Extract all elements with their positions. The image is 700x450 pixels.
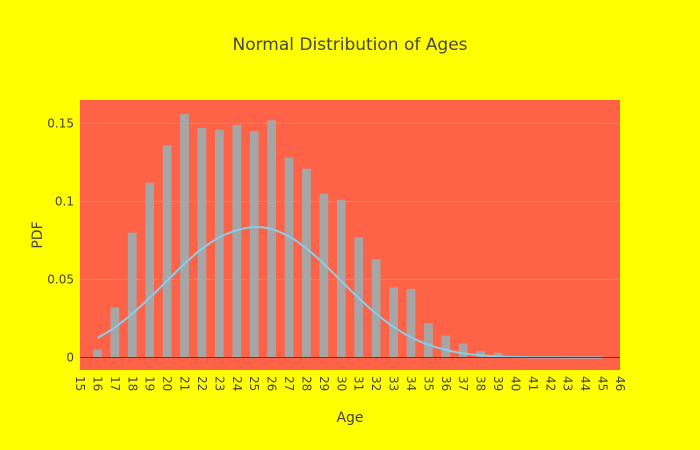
x-tick-label: 36: [439, 376, 453, 391]
x-tick-label: 28: [299, 376, 313, 391]
x-tick-label: 45: [596, 376, 610, 391]
x-tick-label: 32: [369, 376, 383, 391]
x-tick-label: 33: [387, 376, 401, 391]
x-tick-label: 17: [108, 376, 122, 391]
bar: [302, 168, 311, 358]
x-tick-label: 22: [195, 376, 209, 391]
bar: [249, 131, 259, 358]
x-tick-label: 41: [526, 376, 540, 391]
bar: [93, 349, 102, 358]
bar: [215, 129, 224, 358]
bar: [406, 288, 416, 358]
bar: [197, 128, 207, 358]
bar: [424, 323, 433, 358]
plot-area: [80, 100, 620, 370]
x-tick-label: 25: [247, 376, 261, 391]
x-tick-label: 18: [125, 376, 139, 391]
bar: [458, 343, 468, 358]
bar: [441, 335, 451, 358]
bar: [389, 287, 398, 358]
x-tick-label: 21: [178, 376, 192, 391]
x-tick-label: 37: [456, 376, 470, 391]
x-tick-label: 31: [352, 376, 366, 391]
x-tick-label: 30: [334, 376, 348, 391]
x-tick-label: 24: [230, 376, 244, 391]
bar: [162, 145, 172, 358]
y-axis-ticks: 0 0.05 0.1 0.15: [47, 116, 74, 364]
bar: [336, 199, 346, 358]
bar: [284, 157, 294, 358]
x-tick-label: 35: [421, 376, 435, 391]
bar: [371, 259, 381, 358]
x-tick-label: 16: [90, 376, 104, 391]
x-tick-label: 38: [474, 376, 488, 391]
x-tick-label: 34: [404, 376, 418, 391]
bar: [232, 124, 242, 358]
bar: [319, 193, 329, 358]
y-tick-label: 0.1: [55, 194, 74, 208]
y-axis-title: PDF: [30, 221, 46, 248]
bar: [267, 120, 276, 358]
x-tick-label: 46: [613, 376, 627, 391]
x-tick-label: 42: [543, 376, 557, 391]
x-tick-label: 23: [212, 376, 226, 391]
x-tick-label: 26: [265, 376, 279, 391]
y-tick-label: 0: [66, 351, 74, 365]
bar: [145, 182, 155, 358]
x-tick-label: 39: [491, 376, 505, 391]
x-axis-ticks: 15 16 17 18 19 20 21 22 23 24 25 26 27 28 29 30 31 32 33 34…: [73, 376, 627, 391]
bar: [127, 232, 137, 358]
y-tick-label: 0.05: [47, 272, 74, 286]
y-tick-label: 0.15: [47, 116, 74, 130]
chart-title: Normal Distribution of Ages: [232, 35, 467, 55]
x-tick-label: 43: [561, 376, 575, 391]
bar: [493, 352, 503, 358]
bar: [180, 114, 189, 358]
x-tick-label: 19: [143, 376, 157, 391]
x-tick-label: 40: [508, 376, 522, 391]
x-tick-label: 20: [160, 376, 174, 391]
x-tick-label: 29: [317, 376, 331, 391]
x-tick-label: 27: [282, 376, 296, 391]
x-axis-title: Age: [336, 410, 363, 426]
bar: [110, 307, 120, 358]
x-tick-label: 44: [578, 376, 592, 391]
x-tick-label: 15: [73, 376, 87, 391]
